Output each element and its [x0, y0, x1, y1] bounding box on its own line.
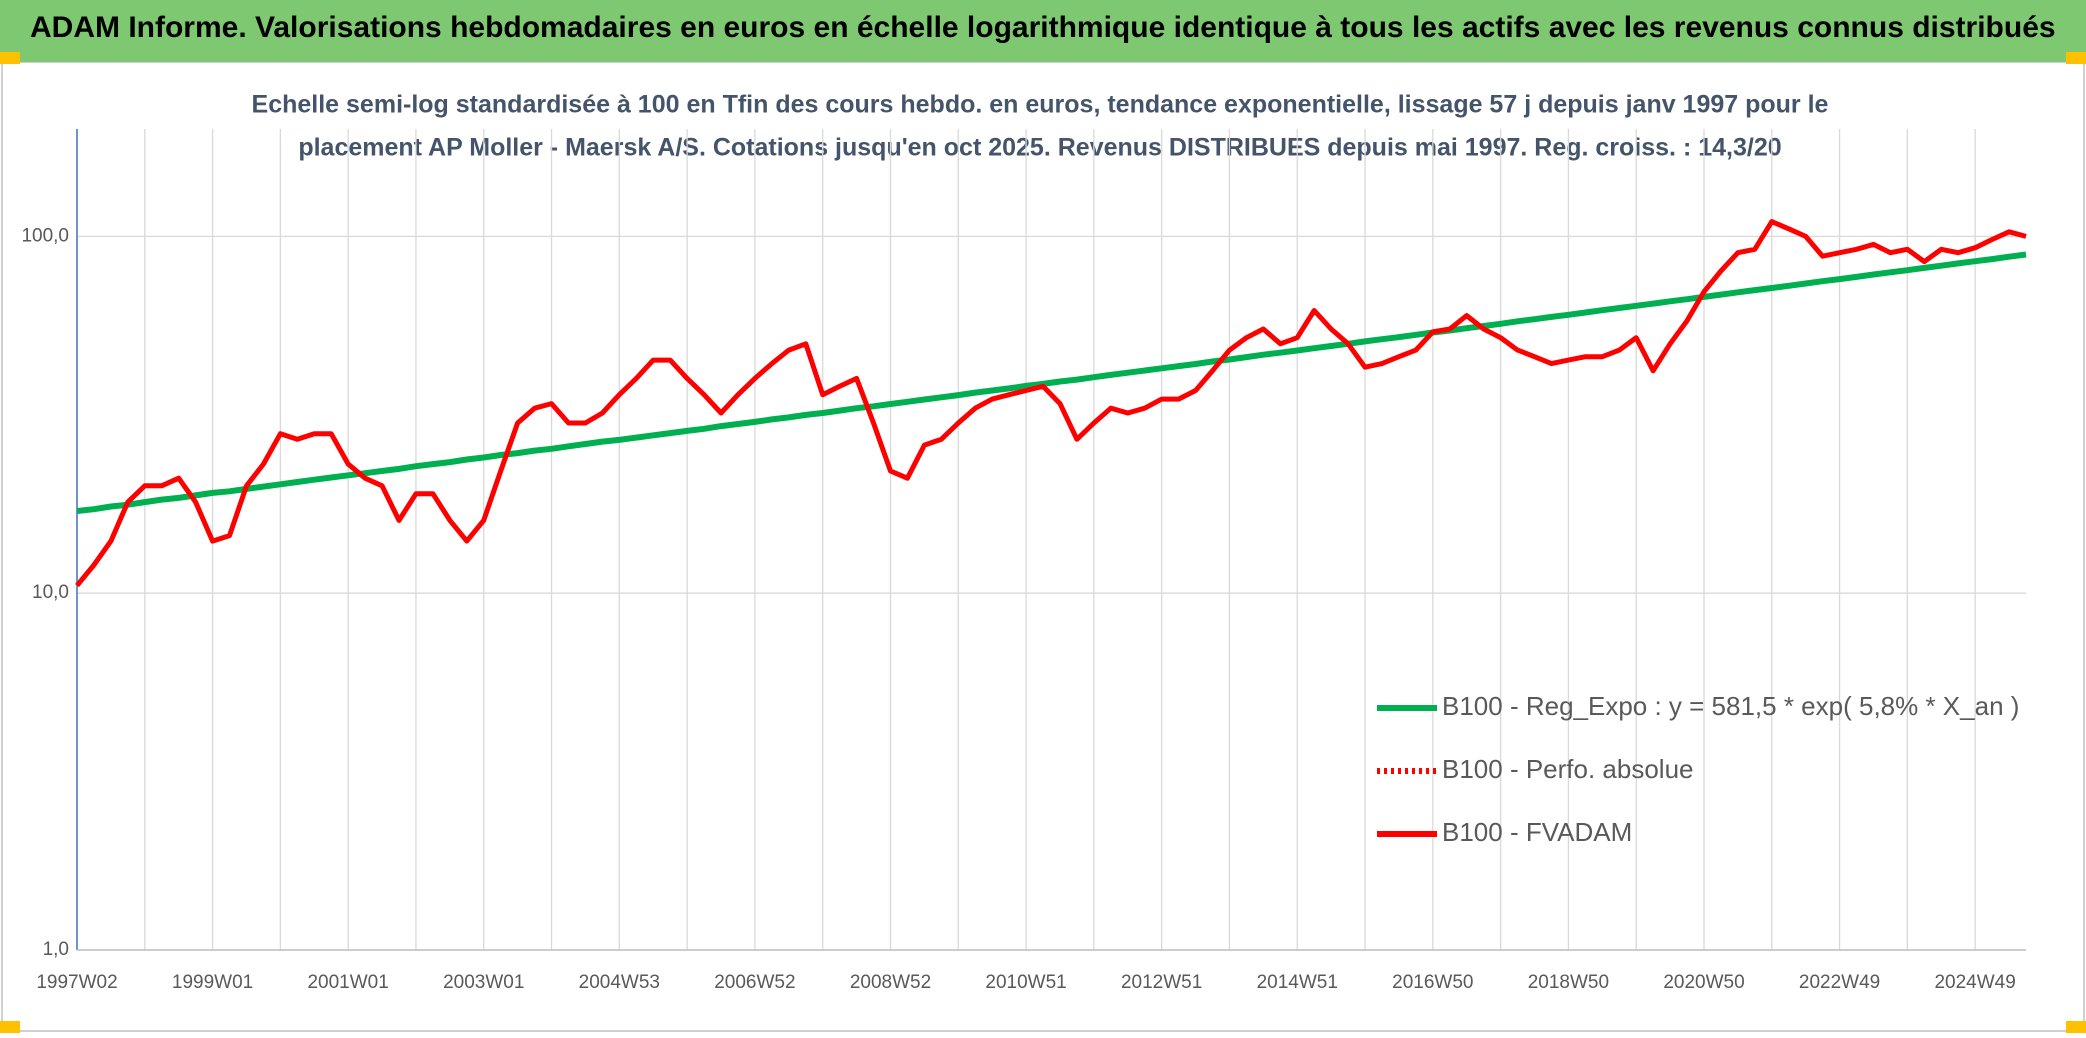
y-tick-label: 100,0 — [21, 225, 69, 246]
legend-label: B100 - Perfo. absolue — [1442, 754, 1694, 784]
x-tick-label: 2012W51 — [1121, 972, 1202, 993]
y-tick-label: 10,0 — [32, 582, 69, 603]
x-tick-label: 1997W02 — [36, 972, 117, 993]
x-tick-label: 2010W51 — [985, 972, 1066, 993]
legend-label: B100 - FVADAM — [1442, 817, 1632, 847]
x-tick-label: 2006W52 — [714, 972, 795, 993]
x-tick-label: 2001W01 — [307, 972, 388, 993]
corner — [2066, 52, 2086, 64]
x-tick-label: 2020W50 — [1663, 972, 1744, 993]
x-tick-label: 2004W53 — [579, 972, 660, 993]
x-tick-label: 2014W51 — [1257, 972, 1338, 993]
title-bar — [0, 0, 2086, 62]
legend-label: B100 - Reg_Expo : y = 581,5 * exp( 5,8% … — [1442, 691, 2019, 721]
subtitle: Echelle semi-log standardisée à 100 en T… — [252, 91, 1829, 119]
y-tick-label: 1,0 — [43, 939, 69, 960]
corner — [2066, 1021, 2086, 1033]
x-tick-label: 2018W50 — [1528, 972, 1609, 993]
x-tick-label: 2024W49 — [1934, 972, 2015, 993]
x-tick-label: 2016W50 — [1392, 972, 1473, 993]
subtitle: placement AP Moller - Maersk A/S. Cotati… — [298, 134, 1781, 162]
chart-title: ADAM Informe. Valorisations hebdomadaire… — [30, 11, 2056, 44]
corner — [0, 1021, 20, 1033]
corner — [0, 52, 20, 64]
x-tick-label: 2008W52 — [850, 972, 931, 993]
line-series — [75, 219, 2027, 588]
x-tick-label: 2003W01 — [443, 972, 524, 993]
x-tick-label: 1999W01 — [172, 972, 253, 993]
x-tick-label: 2022W49 — [1799, 972, 1880, 993]
